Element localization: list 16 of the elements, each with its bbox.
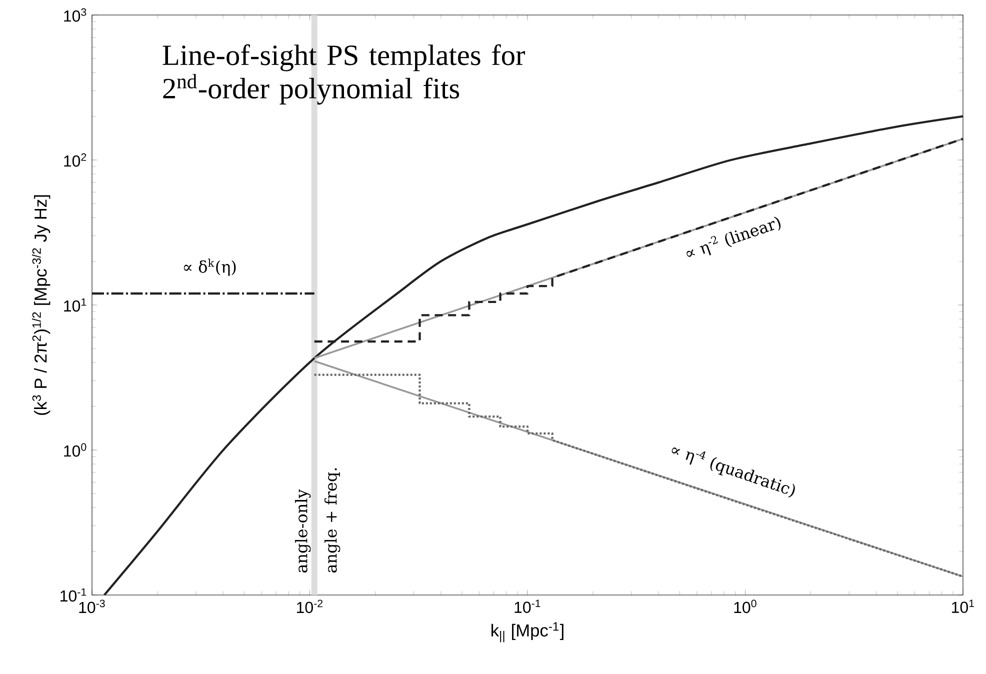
x-tick-label: 10$^{1}$ — [952, 600, 974, 613]
y-tick-label: 10$^{2}$ — [64, 153, 86, 167]
x-tick-label: 10$^{-1}$ — [514, 600, 540, 613]
annotation: angle + freq. — [324, 468, 340, 573]
y-tick-label: 10$^{1}$ — [64, 298, 86, 312]
y-tick-label: 10$^{-1}$ — [60, 588, 86, 602]
x-tick-label: 10$^{0}$ — [734, 600, 756, 614]
text: Line-of-sight PS templates for 2$^{nd}$-order polynomial fits — [162, 44, 526, 105]
y-tick-label: 10$^{3}$ — [64, 8, 86, 22]
text: (k$^{3}$ P / 2π$^{2}$)$^{1/2}$ [Mpc$^{-3/2}$ Jy Hz] — [32, 195, 50, 415]
x-tick-label: 10$^{-2}$ — [296, 600, 323, 614]
annotation: ∝ δ$^{k}$(η) — [184, 258, 236, 276]
x-axis-title: k$_{||}$ [Mpc$^{-1}$] — [492, 622, 564, 642]
y-tick-label: 10$^{0}$ — [64, 443, 86, 457]
annotation: angle-only — [295, 489, 311, 573]
x-tick-label: 10$^{-3}$ — [79, 600, 105, 614]
